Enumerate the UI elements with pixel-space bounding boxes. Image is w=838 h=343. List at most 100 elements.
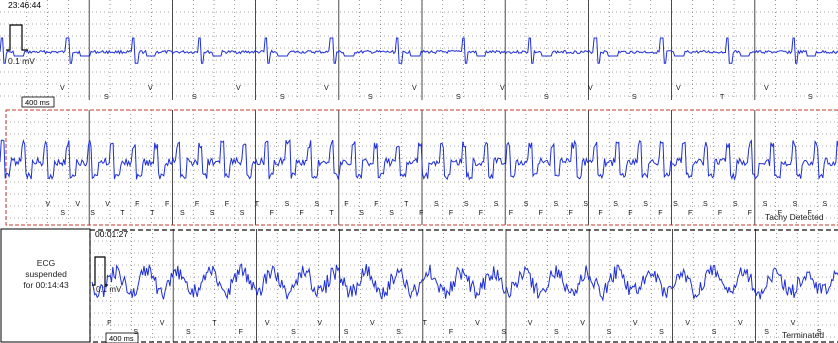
- beat-marker: F: [598, 210, 602, 217]
- beat-marker: V: [528, 320, 533, 327]
- strip-1-ecg-trace: [0, 37, 838, 64]
- beat-marker: F: [778, 210, 782, 217]
- beat-marker: S: [280, 94, 285, 101]
- beat-marker: T: [212, 320, 217, 327]
- beat-marker: S: [607, 329, 612, 336]
- beat-marker: F: [539, 210, 543, 217]
- beat-marker: S: [823, 201, 828, 208]
- strip-1-grid: [0, 0, 838, 100]
- strip-1-time-scale-label: 400 ms: [25, 98, 50, 107]
- beat-marker: S: [464, 201, 469, 208]
- beat-marker: T: [423, 320, 428, 327]
- beat-marker: F: [135, 201, 139, 208]
- beat-marker: S: [396, 329, 401, 336]
- beat-marker: S: [389, 210, 394, 217]
- strip-3-beat-markers: F S V S T F V S V S V S T F V S V S V S V S V S V S V S: [107, 320, 822, 336]
- strip-2-ecg-trace: [0, 138, 838, 182]
- beat-marker: S: [344, 329, 349, 336]
- beat-marker: V: [105, 201, 110, 208]
- beat-marker: F: [449, 329, 453, 336]
- beat-marker: F: [225, 201, 229, 208]
- beat-marker: T: [255, 201, 260, 208]
- beat-marker: S: [285, 201, 290, 208]
- beat-marker: F: [479, 210, 483, 217]
- beat-marker: S: [632, 94, 637, 101]
- beat-marker: V: [370, 320, 375, 327]
- beat-marker: S: [494, 201, 499, 208]
- beat-marker: T: [404, 201, 409, 208]
- strip-2-status-text: Tachy Detected: [765, 212, 824, 222]
- beat-marker: S: [104, 94, 109, 101]
- strip-2-tachy-border: [5, 109, 838, 226]
- beat-marker: S: [90, 210, 95, 217]
- beat-marker: F: [270, 210, 274, 217]
- beat-marker: F: [239, 329, 243, 336]
- beat-marker: S: [643, 201, 648, 208]
- beat-marker: S: [133, 329, 138, 336]
- beat-marker: S: [544, 94, 549, 101]
- beat-marker: S: [817, 329, 822, 336]
- beat-marker: S: [659, 329, 664, 336]
- beat-marker: F: [569, 210, 573, 217]
- strip-3-calibration-pulse: [92, 256, 108, 286]
- beat-marker: S: [554, 329, 559, 336]
- beat-marker: S: [359, 210, 364, 217]
- beat-marker: S: [712, 329, 717, 336]
- beat-marker: S: [808, 94, 813, 101]
- strip-3-timestamp: 00:01:27: [95, 229, 128, 239]
- beat-marker: S: [192, 94, 197, 101]
- strip-3-time-scale-label: 400 ms: [109, 334, 134, 343]
- beat-marker: S: [703, 201, 708, 208]
- beat-marker: S: [793, 201, 798, 208]
- strip-2: V S V S V T F T F S F S F S T F S F S T F S F S T F S F S F S F S F S F S F S F…: [0, 109, 838, 226]
- beat-marker: S: [554, 201, 559, 208]
- beat-marker: F: [688, 210, 692, 217]
- beat-marker: F: [195, 201, 199, 208]
- beat-marker: F: [374, 201, 378, 208]
- beat-marker: V: [685, 320, 690, 327]
- beat-marker: S: [186, 329, 191, 336]
- strip-2-grid: [6, 110, 838, 225]
- beat-marker: V: [324, 85, 329, 92]
- beat-marker: S: [456, 94, 461, 101]
- strip-3: ECG suspended for 00:14:43 00:01:27 0.1 …: [0, 228, 838, 343]
- strip-3-ecg-trace: [91, 263, 838, 302]
- beat-marker: S: [210, 210, 215, 217]
- beat-marker: V: [791, 320, 796, 327]
- ecg-suspended-line-3: for 00:14:43: [23, 280, 69, 290]
- beat-marker: F: [658, 210, 662, 217]
- beat-marker: T: [720, 94, 725, 101]
- ecg-suspended-line-1: ECG: [37, 258, 55, 268]
- strip-1: 23:46:44 0.1 mV 400 ms VSVSVSVSVSVSVSVTV…: [0, 0, 838, 108]
- beat-marker: F: [165, 201, 169, 208]
- beat-marker: S: [673, 201, 678, 208]
- beat-marker: V: [46, 201, 51, 208]
- beat-marker: S: [315, 201, 320, 208]
- beat-marker: V: [500, 85, 505, 92]
- strip-1-time-scale: 400 ms: [21, 96, 55, 108]
- beat-marker: F: [107, 320, 111, 327]
- beat-marker: V: [412, 85, 417, 92]
- beat-marker: T: [329, 210, 334, 217]
- strip-3-status-text: Terminated: [782, 330, 824, 340]
- beat-marker: V: [160, 320, 165, 327]
- strip-1-beat-markers: V S V S V S V S V S V S V S V T V S: [60, 85, 813, 101]
- beat-marker: V: [236, 85, 241, 92]
- beat-marker: F: [628, 210, 632, 217]
- ecg-suspended-line-2: suspended: [25, 269, 67, 279]
- strip-1-timestamp: 23:46:44: [8, 0, 41, 10]
- beat-marker: S: [583, 201, 588, 208]
- strip-3-time-scale: 400 ms: [105, 332, 139, 343]
- beat-marker: V: [75, 201, 80, 208]
- beat-marker: S: [524, 201, 529, 208]
- strip-3-grid: [90, 229, 838, 342]
- beat-marker: F: [419, 210, 423, 217]
- strip-2-beat-markers: V S V S V T F T F S F S F S T F S F S T F S F S T F S F S F S F S F S F S F S F…: [46, 201, 828, 217]
- beat-marker: V: [676, 85, 681, 92]
- beat-marker: S: [613, 201, 618, 208]
- beat-marker: F: [509, 210, 513, 217]
- beat-marker: F: [808, 210, 812, 217]
- beat-marker: T: [150, 210, 155, 217]
- beat-marker: S: [763, 201, 768, 208]
